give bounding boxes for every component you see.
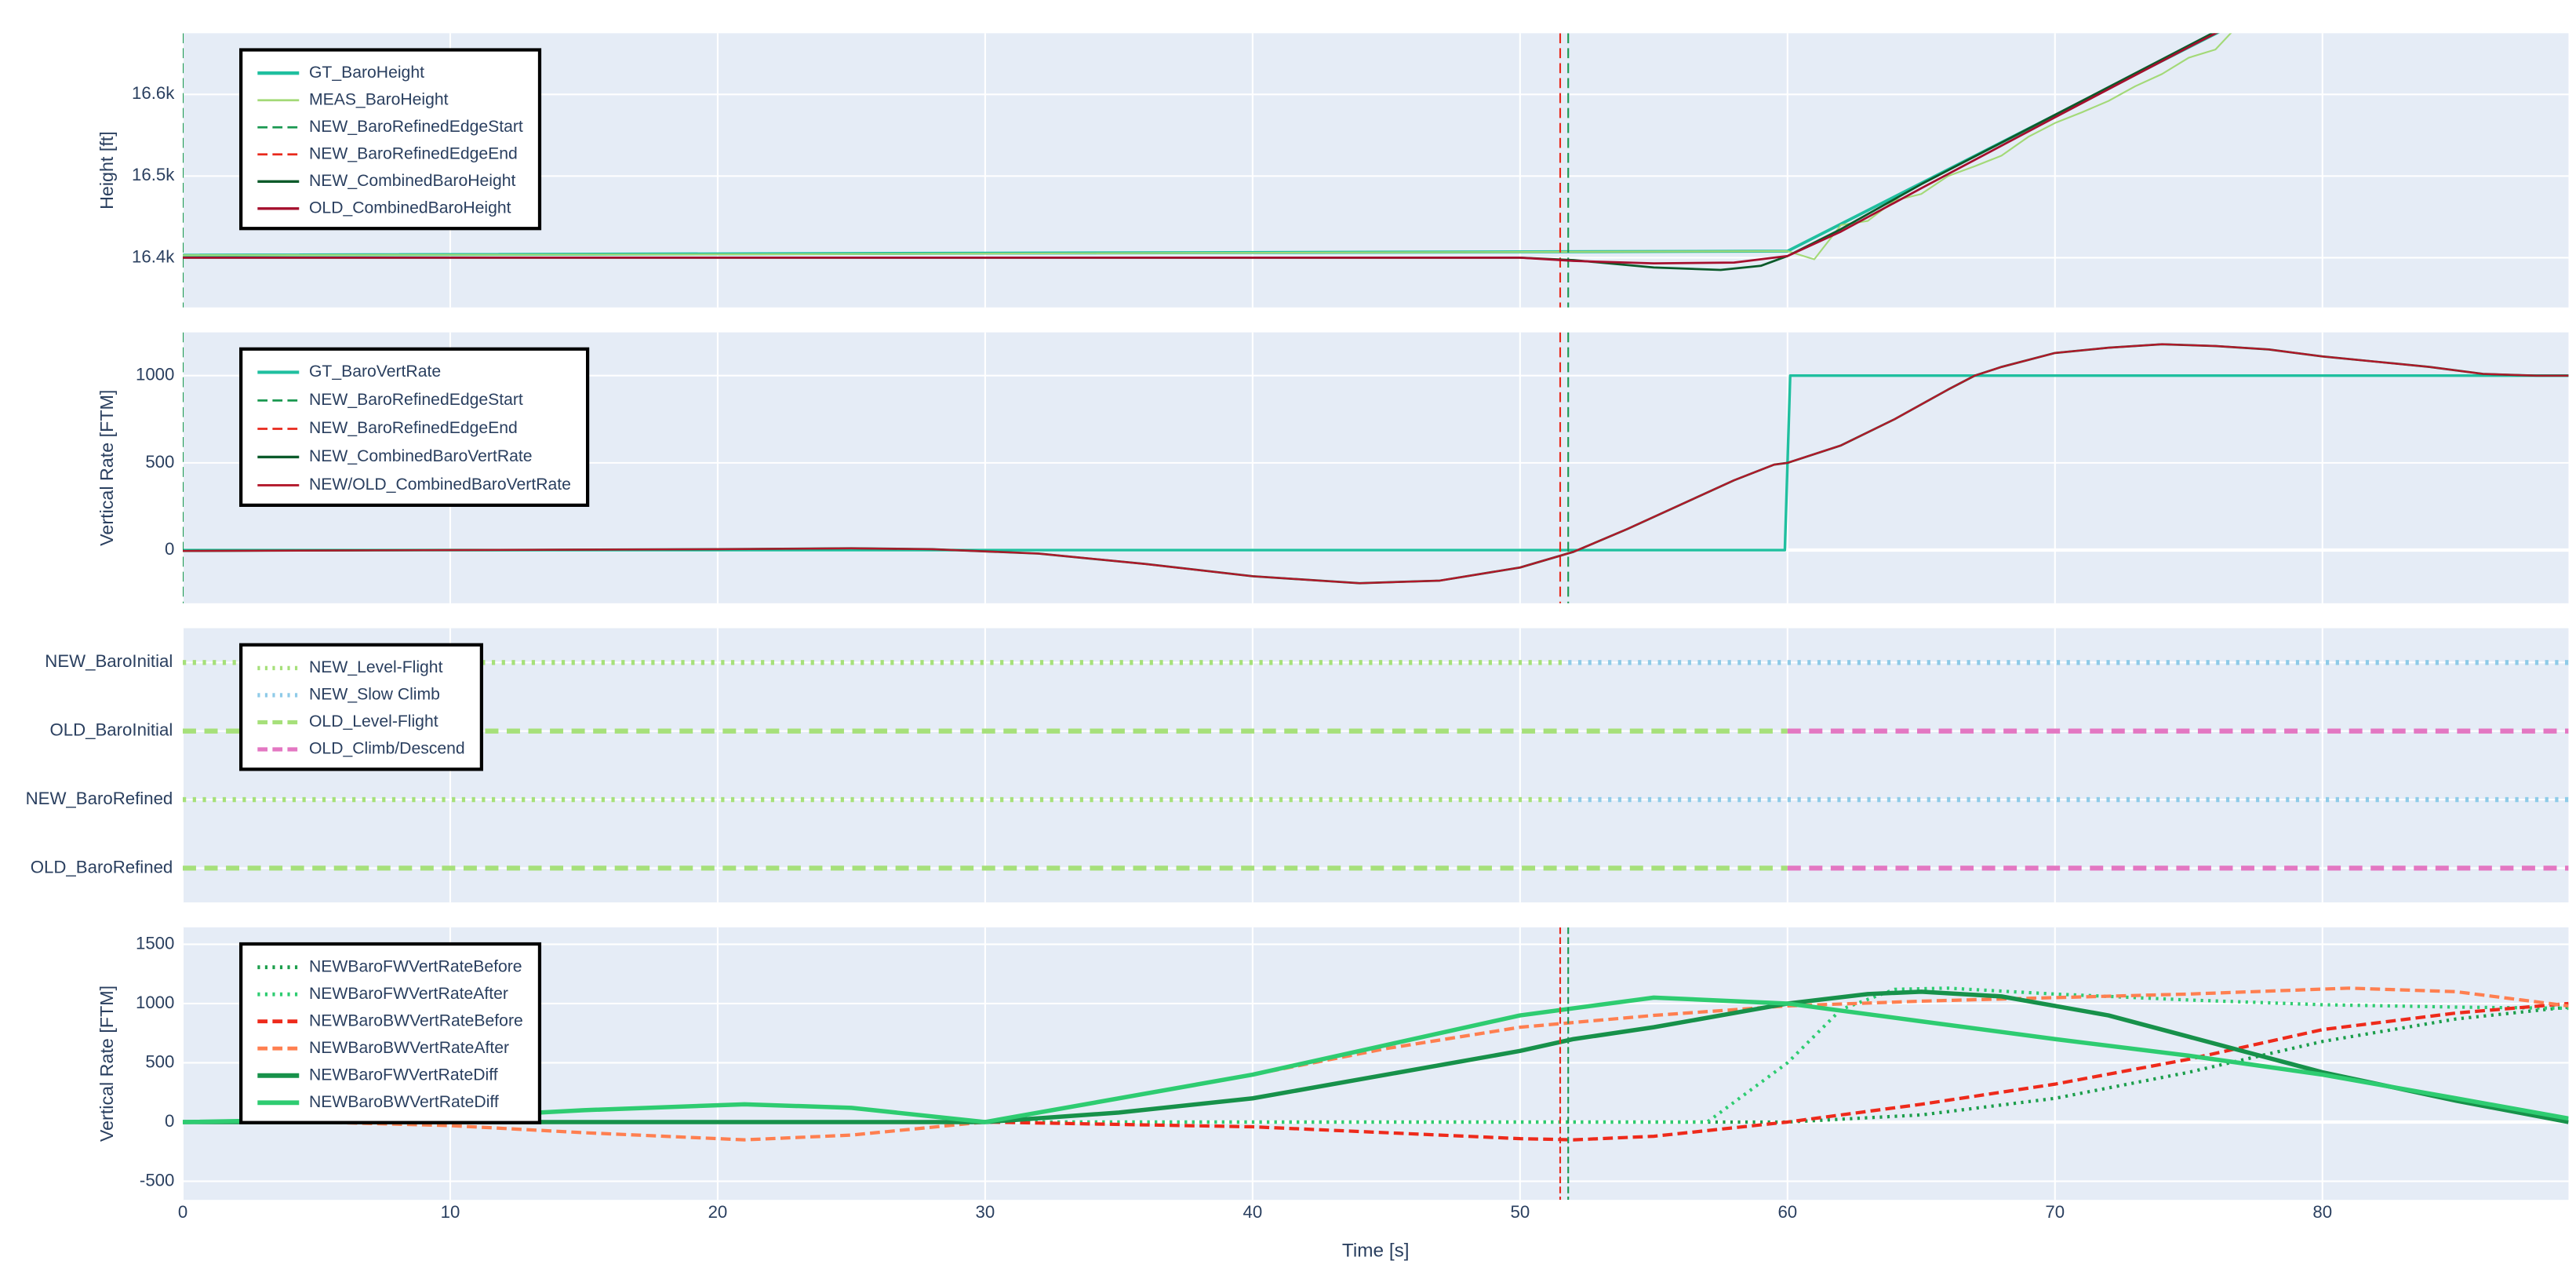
legend-box [239,942,542,1124]
y-tick-label: 0 [165,539,174,559]
legend: NEWBaroFWVertRateBefore NEWBaroFWVertRate… [239,942,542,1124]
legend: GT_BaroVertRate NEW_BaroRefinedEdgeStart N… [239,347,590,507]
series-line [183,33,2218,265]
x-tick-label: 0 [178,1202,187,1222]
legend-label: NEW_CombinedBaroHeight [309,172,516,190]
y-axis-title: Height [ft] [96,131,117,210]
x-tick-label: 10 [441,1202,460,1222]
legend-label: NEW_CombinedBaroVertRate [309,447,533,465]
legend-label: NEWBaroFWVertRateBefore [309,957,522,975]
legend-label: NEWBaroBWVertRateDiff [309,1093,499,1111]
x-tick-label: 20 [708,1202,728,1222]
legend-label: NEWBaroBWVertRateAfter [309,1039,509,1057]
legend-box [239,347,590,507]
y-tick-label: -500 [140,1170,174,1190]
series-line [183,33,2232,261]
series-line [183,986,2569,1124]
plot-area [183,927,2569,1201]
legend-box [239,48,542,231]
plot-background [183,33,2569,308]
y-axis-title: Vertical Rate [FTM] [96,390,117,546]
y-tick-label: 16.6k [132,83,175,103]
x-tick-label: 40 [1243,1202,1263,1222]
legend-label: NEW_BaroRefinedEdgeEnd [309,419,518,437]
category-label: NEW_BaroInitial [45,651,173,671]
x-tick-label: 80 [2312,1202,2332,1222]
y-axis-title: Vertical Rate [FTM] [96,986,117,1142]
legend-label: NEW_BaroRefinedEdgeStart [309,391,523,409]
legend-label: NEW_Slow Climb [309,686,440,704]
legend-label: OLD_CombinedBaroHeight [309,199,511,217]
y-tick-label: 500 [145,1051,174,1071]
series-line [183,989,2569,1124]
category-label: OLD_BaroRefined [31,857,173,876]
x-tick-label: 70 [2045,1202,2065,1222]
category-label: NEW_BaroRefined [26,789,173,808]
plot-area [183,33,2232,308]
series-line [183,995,2569,1124]
series-line [183,343,2569,585]
legend-label: MEAS_BaroHeight [309,90,449,108]
y-tick-label: 0 [165,1111,174,1131]
x-axis-title: Time [s] [1342,1240,1410,1261]
y-tick-label: 500 [145,452,174,472]
legend-label: GT_BaroVertRate [309,363,441,381]
x-tick-label: 50 [1510,1202,1530,1222]
y-tick-label: 1000 [136,993,174,1012]
category-label: OLD_BaroInitial [49,720,173,740]
legend-label: NEWBaroFWVertRateDiff [309,1066,498,1084]
series-line [183,986,2569,1142]
y-tick-label: 1500 [136,933,174,953]
legend-label: NEW/OLD_CombinedBaroVertRate [309,476,571,494]
x-tick-label: 30 [976,1202,995,1222]
x-tick-label: 60 [1777,1202,1797,1222]
legend-label: NEWBaroBWVertRateBefore [309,1011,523,1029]
y-tick-label: 16.4k [132,246,175,266]
y-tick-label: 16.5k [132,165,175,184]
y-tick-label: 1000 [136,365,174,384]
series-line [183,1001,2569,1142]
legend-label: OLD_Level-Flight [309,712,438,731]
legend: NEW_Level-Flight NEW_Slow Climb OLD_Level-… [239,643,483,771]
legend-label: GT_BaroHeight [309,64,424,82]
legend-label: NEW_Level-Flight [309,658,443,676]
legend-label: NEW_BaroRefinedEdgeStart [309,118,523,136]
legend-label: OLD_Climb/Descend [309,740,465,758]
plot-area [183,332,2569,603]
legend-label: NEWBaroFWVertRateAfter [309,985,508,1003]
plot-background [183,628,2569,903]
legend: GT_BaroHeight MEAS_BaroHeight NEW_BaroRefi… [239,48,542,231]
series-line [183,1005,2569,1124]
legend-label: NEW_BaroRefinedEdgeEnd [309,144,518,162]
